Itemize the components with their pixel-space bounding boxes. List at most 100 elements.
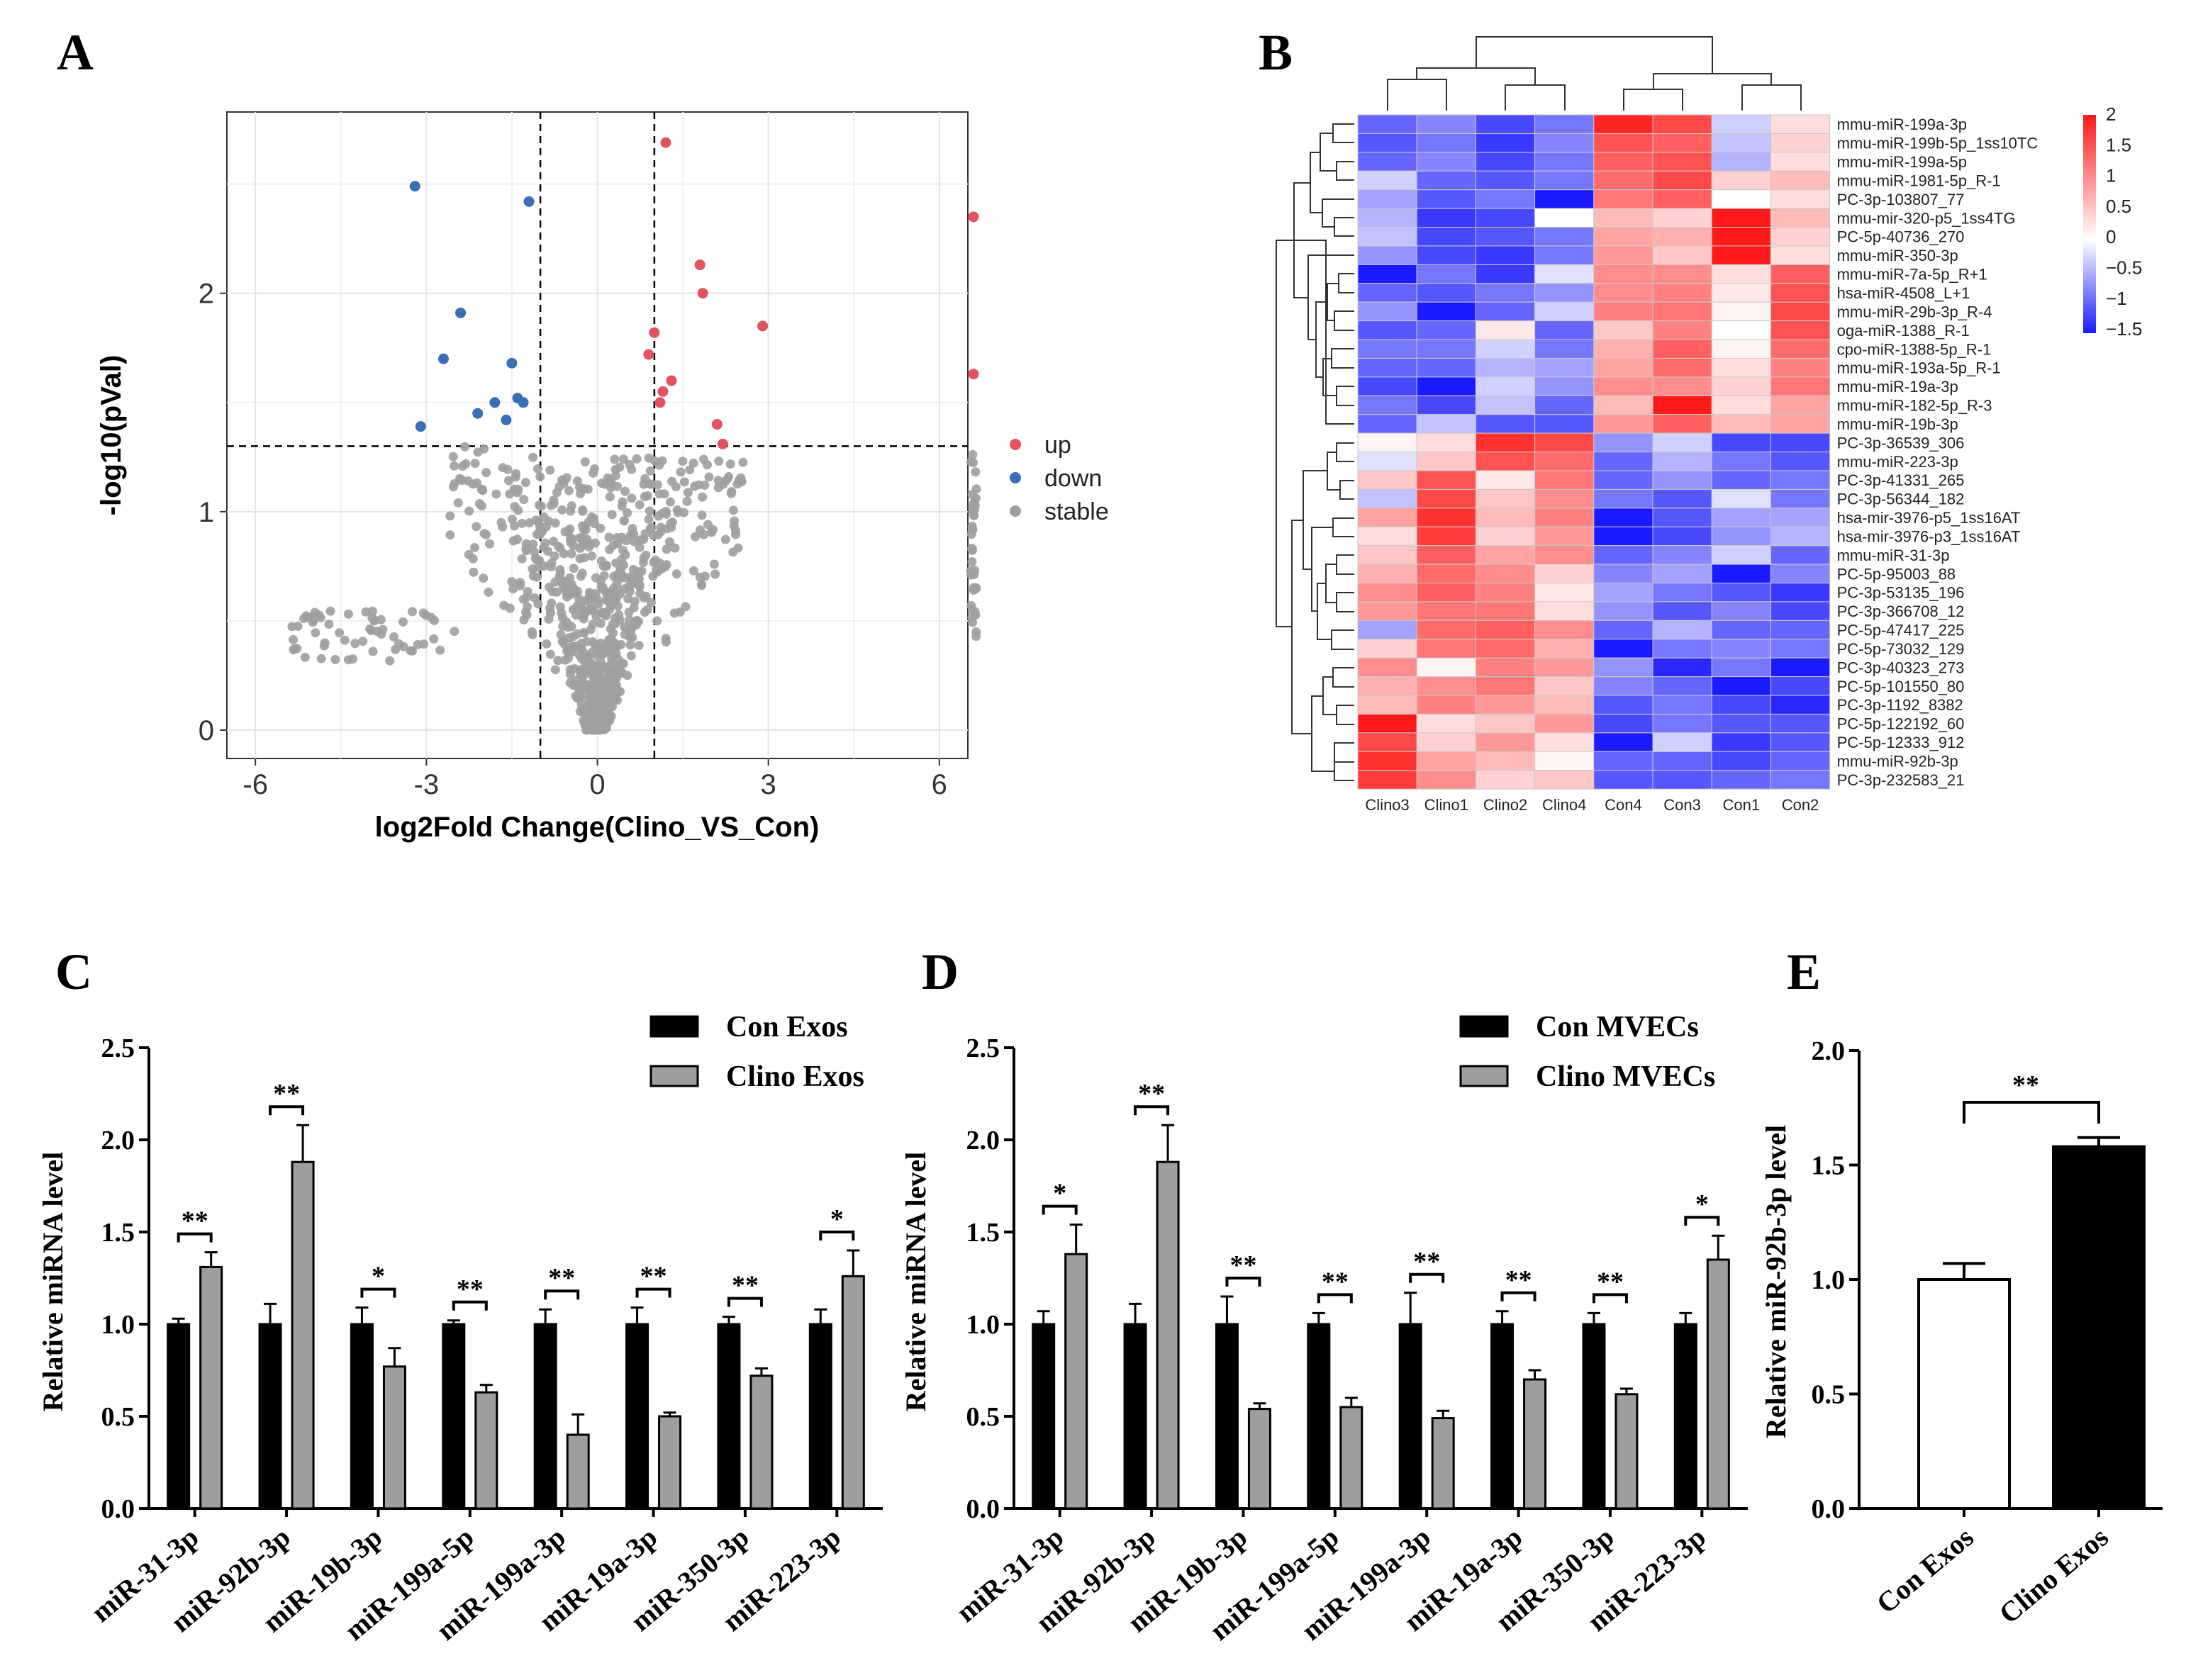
- heatmap-cell: [1534, 676, 1595, 696]
- y-tick-label: 1.5: [966, 1218, 1000, 1248]
- heatmap-cell: [1416, 601, 1476, 621]
- y-tick-label: 1.0: [966, 1310, 1000, 1340]
- point-stable: [971, 583, 981, 593]
- point-stable: [350, 639, 360, 649]
- point-stable: [615, 686, 625, 696]
- point-stable: [624, 581, 634, 591]
- colorbar-tick-label: −1.5: [2106, 318, 2142, 340]
- point-stable: [545, 582, 554, 592]
- heatmap-cell: [1593, 133, 1653, 153]
- heatmap-cell: [1770, 657, 1831, 678]
- heatmap-cell: [1534, 432, 1595, 453]
- heatmap-cell: [1416, 639, 1476, 659]
- heatmap-cell: [1416, 320, 1476, 340]
- heatmap-cell: [1652, 770, 1712, 790]
- heatmap-cell: [1534, 526, 1595, 547]
- row-label-pc-5p-95003-88: PC-5p-95003_88: [1837, 565, 1956, 583]
- heatmap-cell: [1652, 395, 1712, 415]
- heatmap-cell: [1770, 620, 1831, 640]
- heatmap-cell: [1652, 732, 1712, 752]
- point-stable: [582, 713, 592, 723]
- point-stable: [700, 571, 710, 581]
- heatmap-cell: [1770, 189, 1831, 209]
- point-stable: [969, 505, 979, 515]
- point-up: [654, 397, 666, 408]
- point-stable: [565, 573, 575, 583]
- bar-clino-mvecs: [1247, 1408, 1271, 1510]
- point-stable: [662, 509, 671, 519]
- heatmap-cell: [1770, 320, 1831, 340]
- point-stable: [670, 543, 680, 553]
- point-stable: [593, 599, 603, 609]
- point-stable: [485, 539, 495, 549]
- point-stable: [623, 508, 632, 517]
- heatmap-cell: [1593, 114, 1653, 134]
- point-stable: [481, 530, 491, 539]
- point-stable: [623, 594, 633, 604]
- point-stable: [547, 598, 557, 608]
- row-label-hsa-mir-4508-l-1: hsa-miR-4508_L+1: [1837, 284, 1970, 302]
- heatmap-cell: [1534, 508, 1595, 527]
- heatmap-cell: [1416, 395, 1476, 415]
- point-stable: [625, 459, 635, 469]
- heatmap-cell: [1357, 601, 1417, 621]
- heatmap-cell: [1357, 751, 1417, 771]
- y-tick-label: 1.0: [1812, 1265, 1846, 1295]
- point-stable: [645, 466, 655, 476]
- heatmap-cell: [1534, 339, 1595, 359]
- point-stable: [639, 479, 649, 489]
- bar-clino-mvecs: [1431, 1417, 1455, 1510]
- significance-bracket: [360, 1287, 396, 1298]
- heatmap-cell: [1416, 114, 1476, 134]
- point-up: [717, 438, 728, 449]
- point-stable: [596, 639, 606, 649]
- point-stable: [620, 486, 630, 496]
- point-stable: [664, 537, 674, 547]
- point-stable: [528, 564, 537, 574]
- heatmap-cell: [1475, 564, 1536, 584]
- point-stable: [567, 549, 576, 559]
- column-label-clino4: Clino4: [1542, 796, 1586, 814]
- point-stable: [367, 612, 377, 622]
- point-stable: [676, 467, 686, 477]
- heatmap-cell: [1770, 452, 1831, 471]
- heatmap-cell: [1711, 657, 1771, 678]
- heatmap-cell: [1475, 452, 1536, 471]
- point-stable: [426, 612, 436, 622]
- heatmap-cell: [1534, 152, 1595, 172]
- significance-label: **: [640, 1262, 667, 1292]
- heatmap-cell: [1770, 414, 1831, 434]
- point-stable: [541, 522, 551, 532]
- point-stable: [678, 457, 688, 466]
- point-stable: [652, 616, 662, 626]
- heatmap-cell: [1770, 770, 1831, 790]
- point-stable: [580, 553, 590, 563]
- point-stable: [557, 613, 567, 623]
- heatmap-cell: [1593, 732, 1653, 752]
- heatmap-cell: [1593, 152, 1653, 172]
- row-label-pc-5p-101550-80: PC-5p-101550_80: [1837, 678, 1965, 695]
- row-label-hsa-mir-3976-p5-1ss16at: hsa-mir-3976-p5_1ss16AT: [1837, 509, 2021, 527]
- row-label-mmu-mir-92b-3p: mmu-miR-92b-3p: [1837, 752, 1958, 770]
- heatmap-cell: [1652, 508, 1712, 527]
- legend-label-con-exos: Con Exos: [726, 1011, 848, 1043]
- heatmap-cell: [1416, 545, 1476, 565]
- point-stable: [532, 464, 542, 474]
- heatmap-cell: [1770, 283, 1831, 303]
- colorbar-tick-label: 1: [2106, 165, 2116, 186]
- point-stable: [429, 634, 439, 644]
- point-stable: [555, 565, 565, 575]
- point-stable: [457, 461, 467, 471]
- point-stable: [731, 530, 741, 539]
- point-stable: [389, 632, 398, 642]
- point-stable: [289, 634, 299, 644]
- column-label-con3: Con3: [1663, 796, 1701, 814]
- heatmap-cell: [1475, 526, 1536, 547]
- heatmap-cell: [1534, 264, 1595, 284]
- column-label-con1: Con1: [1723, 796, 1761, 814]
- y-tick-label: 0.0: [966, 1494, 1000, 1524]
- heatmap-cell: [1711, 227, 1771, 247]
- point-stable: [534, 500, 544, 510]
- heatmap-cell: [1534, 751, 1595, 771]
- point-stable: [618, 659, 628, 668]
